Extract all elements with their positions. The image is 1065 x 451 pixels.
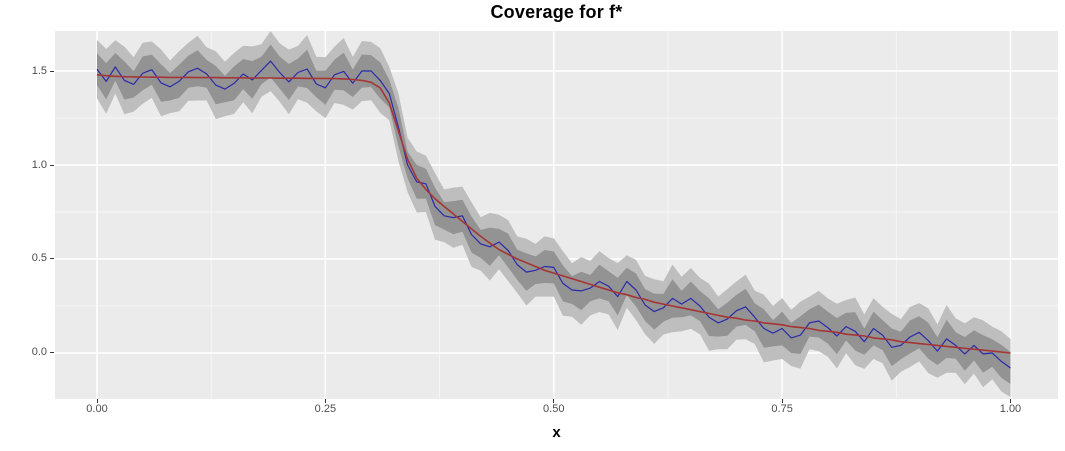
x-tick-label: 0.50	[543, 403, 565, 415]
x-tick-mark	[96, 399, 98, 403]
x-axis-title: x	[552, 424, 561, 441]
x-tick-mark	[1009, 399, 1011, 403]
x-tick-label: 1.00	[999, 403, 1022, 415]
true-function-line	[96, 74, 1011, 354]
y-tick-label: 1.5	[31, 64, 47, 77]
y-tick-mark	[50, 258, 54, 260]
plot-panel	[55, 31, 1058, 399]
y-tick-mark	[50, 164, 54, 166]
x-tick-mark	[553, 399, 555, 403]
chart-title: Coverage for f*	[490, 2, 623, 22]
x-tick-mark	[781, 399, 783, 403]
x-tick-label: 0.00	[86, 403, 108, 415]
x-tick-label: 0.25	[314, 403, 337, 415]
plot-canvas	[55, 31, 1058, 399]
y-tick-label: 0.5	[31, 252, 47, 265]
y-tick-mark	[50, 352, 54, 354]
outer-confidence-band	[97, 31, 1011, 398]
y-tick-mark	[50, 70, 54, 72]
x-tick-label: 0.75	[771, 403, 793, 415]
y-tick-label: 1.0	[31, 158, 47, 171]
x-tick-mark	[324, 399, 326, 403]
inner-confidence-band	[97, 44, 1011, 384]
y-tick-label: 0.0	[31, 346, 47, 359]
